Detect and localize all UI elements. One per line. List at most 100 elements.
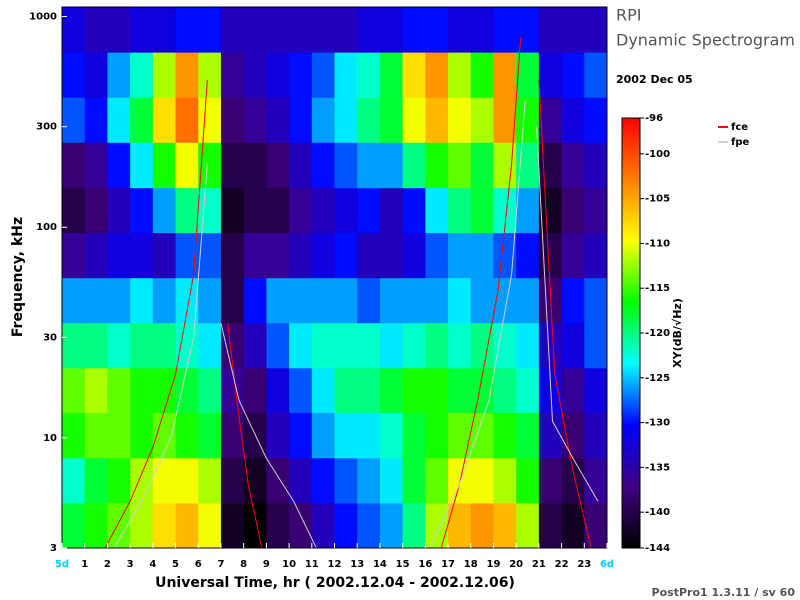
heat-cell [107, 52, 131, 98]
heat-cell [561, 187, 585, 234]
y-tick-label: 30 [43, 332, 57, 343]
y-tick-label: 100 [36, 222, 57, 233]
heat-cell [289, 277, 313, 324]
heat-cell [289, 7, 313, 53]
heat-cell [175, 142, 199, 189]
heat-cell [311, 97, 335, 143]
heat-cell [425, 412, 449, 459]
heat-cell [84, 7, 108, 53]
heat-cell [493, 232, 517, 279]
heat-cell [561, 322, 585, 369]
heat-cell [266, 277, 290, 324]
x-tick-label: 5 [172, 559, 179, 570]
x-tick-label: 8 [240, 559, 247, 570]
x-tick-label: 1 [81, 559, 88, 570]
heat-cell [379, 52, 404, 98]
heat-cell [357, 7, 381, 53]
heat-cell [130, 412, 154, 459]
heat-cell [107, 232, 131, 279]
heat-cell [289, 142, 313, 189]
heat-cell [538, 322, 563, 369]
heat-cell [493, 142, 517, 189]
heat-cell [425, 97, 449, 143]
heat-cell [448, 457, 472, 504]
heat-cell [561, 457, 585, 504]
heat-cell [152, 7, 177, 53]
colorbar-tick-label: -125 [645, 373, 670, 384]
heat-cell [538, 502, 563, 548]
heat-cell [220, 7, 245, 53]
x-tick-label: 6d [600, 559, 614, 570]
heat-cell [334, 457, 358, 504]
heat-cell [266, 322, 290, 369]
legend-label: fce [731, 122, 748, 133]
heat-cell [334, 7, 358, 53]
heat-cell [448, 367, 472, 413]
heat-cell [357, 322, 381, 369]
heat-cell [425, 232, 449, 279]
heat-cell [84, 457, 108, 504]
heat-cell [516, 187, 540, 234]
footer: PostPro1 1.3.11 / sv 60 [652, 586, 796, 599]
heat-cell [289, 187, 313, 234]
heat-cell [357, 367, 381, 413]
y-tick-label: 300 [36, 122, 57, 133]
colorbar-tick-label: -144 [645, 543, 670, 554]
heat-cell [470, 97, 494, 143]
heat-cell [402, 457, 426, 504]
heat-cell [175, 457, 199, 504]
series-line [104, 36, 592, 548]
heat-cell [470, 322, 494, 369]
heat-cell [493, 322, 517, 369]
heat-cell [130, 142, 154, 189]
heat-cell [538, 52, 563, 98]
heat-cell [379, 367, 404, 413]
colorbar [621, 117, 641, 549]
heat-cell [379, 457, 404, 504]
series-line [113, 100, 599, 548]
heat-cell [584, 367, 607, 413]
heat-cell [379, 97, 404, 143]
heat-cell [289, 367, 313, 413]
heat-cell [493, 97, 517, 143]
heat-cell [379, 7, 404, 53]
heat-cell [152, 502, 177, 548]
heat-cell [130, 7, 154, 53]
heat-cell [220, 457, 245, 504]
heat-cell [357, 412, 381, 459]
heat-cell [470, 457, 494, 504]
heat-cell [493, 52, 517, 98]
heat-cell [516, 277, 540, 324]
heat-cell [584, 232, 607, 279]
heat-cell [425, 367, 449, 413]
heat-cell [266, 412, 290, 459]
heat-cell [198, 322, 222, 369]
heat-cell [220, 322, 245, 369]
heat-cell [516, 502, 540, 548]
heat-cell [220, 97, 245, 143]
heat-cell [311, 502, 335, 548]
heat-cell [62, 7, 86, 53]
heat-cell [561, 412, 585, 459]
heat-cell [470, 232, 494, 279]
heat-cell [62, 52, 86, 98]
heat-cell [62, 277, 86, 324]
heat-cell [425, 322, 449, 369]
heat-cell [198, 187, 222, 234]
heat-cell [493, 502, 517, 548]
heat-cell [448, 502, 472, 548]
heat-cell [220, 142, 245, 189]
heat-cell [538, 7, 563, 53]
heat-cell [198, 7, 222, 53]
colorbar-tick-label: -105 [645, 194, 670, 205]
heat-cell [584, 7, 607, 53]
heat-cell [84, 322, 108, 369]
heat-cell [357, 232, 381, 279]
heat-cell [516, 97, 540, 143]
heat-cell [198, 502, 222, 548]
heat-cell [311, 457, 335, 504]
heat-cell [584, 142, 607, 189]
heat-cell [493, 277, 517, 324]
heat-cell [175, 7, 199, 53]
heat-cell [402, 232, 426, 279]
